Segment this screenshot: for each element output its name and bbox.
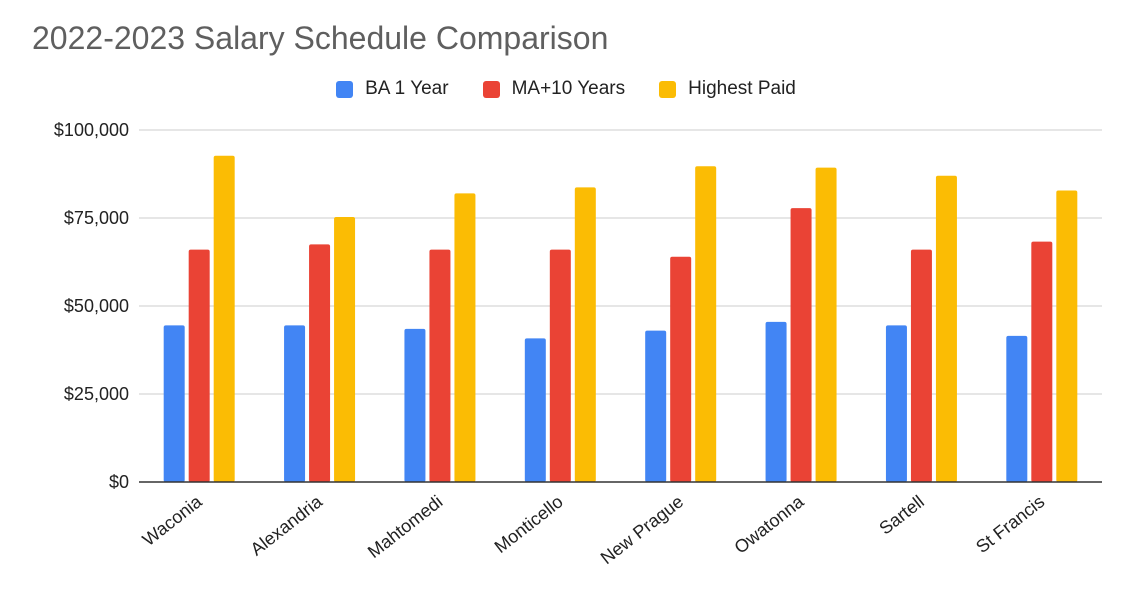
- x-tick-label: New Prague: [597, 491, 687, 568]
- bar: [695, 166, 717, 483]
- bar: [213, 155, 235, 483]
- bar: [935, 175, 957, 482]
- bar: [309, 244, 331, 482]
- bar: [1006, 335, 1028, 482]
- bar: [429, 249, 451, 482]
- bar: [454, 193, 476, 483]
- bar: [163, 325, 185, 482]
- bar: [790, 208, 812, 483]
- x-tick-label: St Francis: [972, 491, 1048, 557]
- legend-label: MA+10 Years: [511, 78, 626, 99]
- x-tick-label: Owatonna: [731, 491, 809, 558]
- bar: [910, 249, 932, 482]
- bar: [885, 325, 907, 482]
- legend-label: Highest Paid: [688, 78, 796, 99]
- legend-item-ba-1-year[interactable]: BA 1 Year: [336, 78, 449, 100]
- y-tick-label: $25,000: [64, 384, 129, 404]
- y-tick-label: $100,000: [54, 120, 129, 140]
- legend-label: BA 1 Year: [365, 78, 449, 99]
- legend-swatch-red: [482, 80, 500, 98]
- bar: [645, 330, 667, 482]
- bar: [815, 167, 837, 482]
- legend-swatch-blue: [336, 80, 354, 98]
- legend-item-highest-paid[interactable]: Highest Paid: [659, 78, 796, 100]
- y-tick-label: $75,000: [64, 208, 129, 228]
- bar: [524, 338, 546, 482]
- bar: [1056, 190, 1078, 482]
- bar: [1031, 241, 1053, 482]
- y-tick-label: $0: [109, 472, 129, 492]
- bar: [549, 249, 571, 482]
- legend-swatch-yellow: [659, 80, 677, 98]
- x-tick-label: Mahtomedi: [364, 491, 446, 562]
- y-tick-label: $50,000: [64, 296, 129, 316]
- bar: [188, 249, 210, 482]
- x-tick-label: Monticello: [491, 491, 567, 557]
- x-tick-label: Waconia: [139, 491, 207, 550]
- bar: [670, 256, 692, 482]
- bar: [404, 328, 426, 482]
- chart-title: 2022-2023 Salary Schedule Comparison: [32, 20, 609, 56]
- bar: [574, 187, 596, 482]
- chart-legend: BA 1 Year MA+10 Years Highest Paid: [0, 78, 1132, 100]
- bar: [334, 216, 356, 482]
- x-tick-label: Sartell: [875, 491, 928, 538]
- bar: [765, 321, 787, 482]
- bar: [284, 325, 306, 482]
- x-tick-label: Alexandria: [247, 491, 327, 560]
- legend-item-ma-10-years[interactable]: MA+10 Years: [482, 78, 626, 100]
